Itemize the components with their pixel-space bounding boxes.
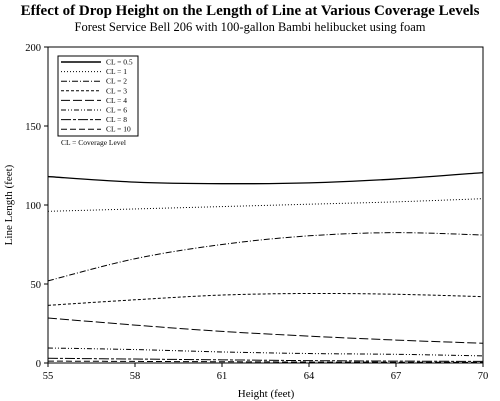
- y-tick-label: 150: [25, 122, 41, 133]
- x-tick-label: 70: [478, 371, 489, 382]
- legend-note: CL = Coverage Level: [61, 138, 126, 147]
- series-line-6: [47, 347, 484, 357]
- x-tick-label: 67: [391, 371, 402, 382]
- x-tick-label: 58: [130, 371, 141, 382]
- x-tick-label: 64: [304, 371, 315, 382]
- legend-label: CL = 1: [106, 67, 127, 76]
- y-axis-label: Line Length (feet): [3, 164, 15, 245]
- legend-label: CL = 10: [106, 125, 131, 134]
- legend-label: CL = 0.5: [106, 58, 133, 67]
- chart-subtitle: Forest Service Bell 206 with 100-gallon …: [75, 20, 426, 34]
- y-tick-label: 200: [25, 43, 41, 54]
- y-tick-label: 50: [31, 280, 42, 291]
- series-line-8: [47, 360, 484, 363]
- x-tick-label: 55: [43, 371, 54, 382]
- legend-box: [57, 55, 139, 137]
- series-line-7: [47, 357, 484, 362]
- x-axis-label: Height (feet): [238, 388, 295, 400]
- legend-label: CL = 6: [106, 106, 127, 115]
- legend-label: CL = 4: [106, 96, 127, 105]
- y-tick-label: 100: [25, 201, 41, 212]
- series-line-2: [47, 198, 484, 212]
- legend: CL = 0.5CL = 1CL = 2CL = 3CL = 4CL = 6CL…: [57, 55, 139, 147]
- legend-label: CL = 2: [106, 77, 127, 86]
- x-tick-label: 61: [217, 371, 228, 382]
- legend-label: CL = 8: [106, 115, 127, 124]
- y-tick-label: 0: [36, 359, 41, 370]
- chart-title: Effect of Drop Height on the Length of L…: [21, 3, 480, 19]
- series-line-3: [47, 232, 484, 282]
- legend-label: CL = 3: [106, 86, 127, 95]
- series-line-4: [47, 292, 484, 306]
- series-line-5: [47, 317, 484, 344]
- series-line-1: [47, 171, 484, 185]
